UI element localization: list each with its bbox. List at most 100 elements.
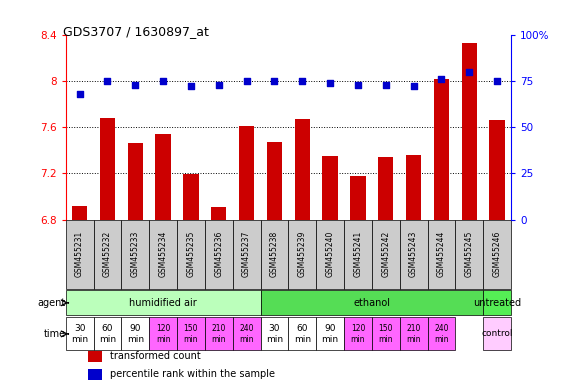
FancyBboxPatch shape bbox=[372, 318, 400, 350]
FancyBboxPatch shape bbox=[483, 220, 511, 289]
Point bbox=[325, 79, 335, 86]
FancyBboxPatch shape bbox=[66, 318, 94, 350]
Point bbox=[270, 78, 279, 84]
Text: 90
min: 90 min bbox=[127, 324, 144, 344]
FancyBboxPatch shape bbox=[205, 220, 233, 289]
Bar bbox=[88, 351, 102, 362]
Text: 90
min: 90 min bbox=[321, 324, 339, 344]
Text: GSM455244: GSM455244 bbox=[437, 231, 446, 278]
Text: 60
min: 60 min bbox=[293, 324, 311, 344]
FancyBboxPatch shape bbox=[149, 220, 177, 289]
FancyBboxPatch shape bbox=[288, 318, 316, 350]
Text: 120
min: 120 min bbox=[156, 324, 170, 344]
Point bbox=[159, 78, 168, 84]
Text: GSM455238: GSM455238 bbox=[270, 231, 279, 277]
Point bbox=[103, 78, 112, 84]
Point bbox=[465, 68, 474, 74]
FancyBboxPatch shape bbox=[205, 318, 233, 350]
FancyBboxPatch shape bbox=[233, 220, 260, 289]
FancyBboxPatch shape bbox=[177, 220, 205, 289]
Text: 150
min: 150 min bbox=[379, 324, 393, 344]
Text: GSM455245: GSM455245 bbox=[465, 231, 474, 278]
Point bbox=[381, 81, 391, 88]
Bar bbox=[267, 142, 282, 220]
Text: 240
min: 240 min bbox=[239, 324, 254, 344]
FancyBboxPatch shape bbox=[260, 220, 288, 289]
Bar bbox=[323, 156, 338, 220]
FancyBboxPatch shape bbox=[344, 220, 372, 289]
Point bbox=[131, 81, 140, 88]
Text: time: time bbox=[43, 329, 66, 339]
FancyBboxPatch shape bbox=[149, 318, 177, 350]
Bar bbox=[461, 43, 477, 220]
Bar bbox=[88, 369, 102, 379]
Point bbox=[297, 78, 307, 84]
Bar bbox=[211, 207, 227, 220]
Text: humidified air: humidified air bbox=[129, 298, 197, 308]
FancyBboxPatch shape bbox=[122, 220, 149, 289]
Bar bbox=[155, 134, 171, 220]
Text: control: control bbox=[481, 329, 513, 338]
FancyBboxPatch shape bbox=[456, 220, 483, 289]
Bar bbox=[295, 119, 310, 220]
Text: GSM455243: GSM455243 bbox=[409, 231, 418, 278]
Bar bbox=[489, 120, 505, 220]
FancyBboxPatch shape bbox=[400, 220, 428, 289]
Text: GSM455239: GSM455239 bbox=[297, 231, 307, 278]
FancyBboxPatch shape bbox=[233, 318, 260, 350]
Bar bbox=[434, 78, 449, 220]
Text: ethanol: ethanol bbox=[353, 298, 391, 308]
Text: percentile rank within the sample: percentile rank within the sample bbox=[110, 369, 275, 379]
FancyBboxPatch shape bbox=[66, 290, 260, 315]
Point bbox=[437, 76, 446, 82]
FancyBboxPatch shape bbox=[344, 318, 372, 350]
FancyBboxPatch shape bbox=[177, 318, 205, 350]
FancyBboxPatch shape bbox=[260, 290, 483, 315]
Text: transformed count: transformed count bbox=[110, 351, 201, 361]
FancyBboxPatch shape bbox=[428, 318, 456, 350]
Text: GSM455242: GSM455242 bbox=[381, 231, 391, 277]
Bar bbox=[100, 118, 115, 220]
Text: 30
min: 30 min bbox=[71, 324, 88, 344]
Point bbox=[186, 83, 195, 89]
Text: 210
min: 210 min bbox=[211, 324, 226, 344]
Point bbox=[493, 78, 502, 84]
Text: GSM455241: GSM455241 bbox=[353, 231, 363, 277]
Text: GSM455240: GSM455240 bbox=[325, 231, 335, 278]
Text: GSM455234: GSM455234 bbox=[159, 231, 168, 278]
Text: 30
min: 30 min bbox=[266, 324, 283, 344]
Bar bbox=[127, 143, 143, 220]
Point bbox=[242, 78, 251, 84]
FancyBboxPatch shape bbox=[400, 318, 428, 350]
FancyBboxPatch shape bbox=[260, 318, 288, 350]
FancyBboxPatch shape bbox=[483, 318, 511, 350]
FancyBboxPatch shape bbox=[288, 220, 316, 289]
Bar bbox=[183, 174, 199, 220]
FancyBboxPatch shape bbox=[316, 220, 344, 289]
Point bbox=[409, 83, 418, 89]
Bar bbox=[406, 155, 421, 220]
Bar bbox=[378, 157, 393, 220]
FancyBboxPatch shape bbox=[316, 318, 344, 350]
Text: GSM455232: GSM455232 bbox=[103, 231, 112, 277]
Text: untreated: untreated bbox=[473, 298, 521, 308]
Text: agent: agent bbox=[38, 298, 66, 308]
Point bbox=[214, 81, 223, 88]
FancyBboxPatch shape bbox=[428, 220, 456, 289]
Text: 60
min: 60 min bbox=[99, 324, 116, 344]
Text: 210
min: 210 min bbox=[407, 324, 421, 344]
FancyBboxPatch shape bbox=[122, 318, 149, 350]
Bar bbox=[239, 126, 254, 220]
FancyBboxPatch shape bbox=[94, 318, 122, 350]
Text: GSM455231: GSM455231 bbox=[75, 231, 84, 277]
Point bbox=[75, 91, 84, 97]
Text: 240
min: 240 min bbox=[434, 324, 449, 344]
Bar bbox=[350, 175, 365, 220]
FancyBboxPatch shape bbox=[483, 290, 511, 315]
Point bbox=[353, 81, 363, 88]
Bar bbox=[72, 206, 87, 220]
Text: GSM455233: GSM455233 bbox=[131, 231, 140, 278]
Text: GDS3707 / 1630897_at: GDS3707 / 1630897_at bbox=[63, 25, 208, 38]
FancyBboxPatch shape bbox=[66, 220, 94, 289]
FancyBboxPatch shape bbox=[94, 220, 122, 289]
